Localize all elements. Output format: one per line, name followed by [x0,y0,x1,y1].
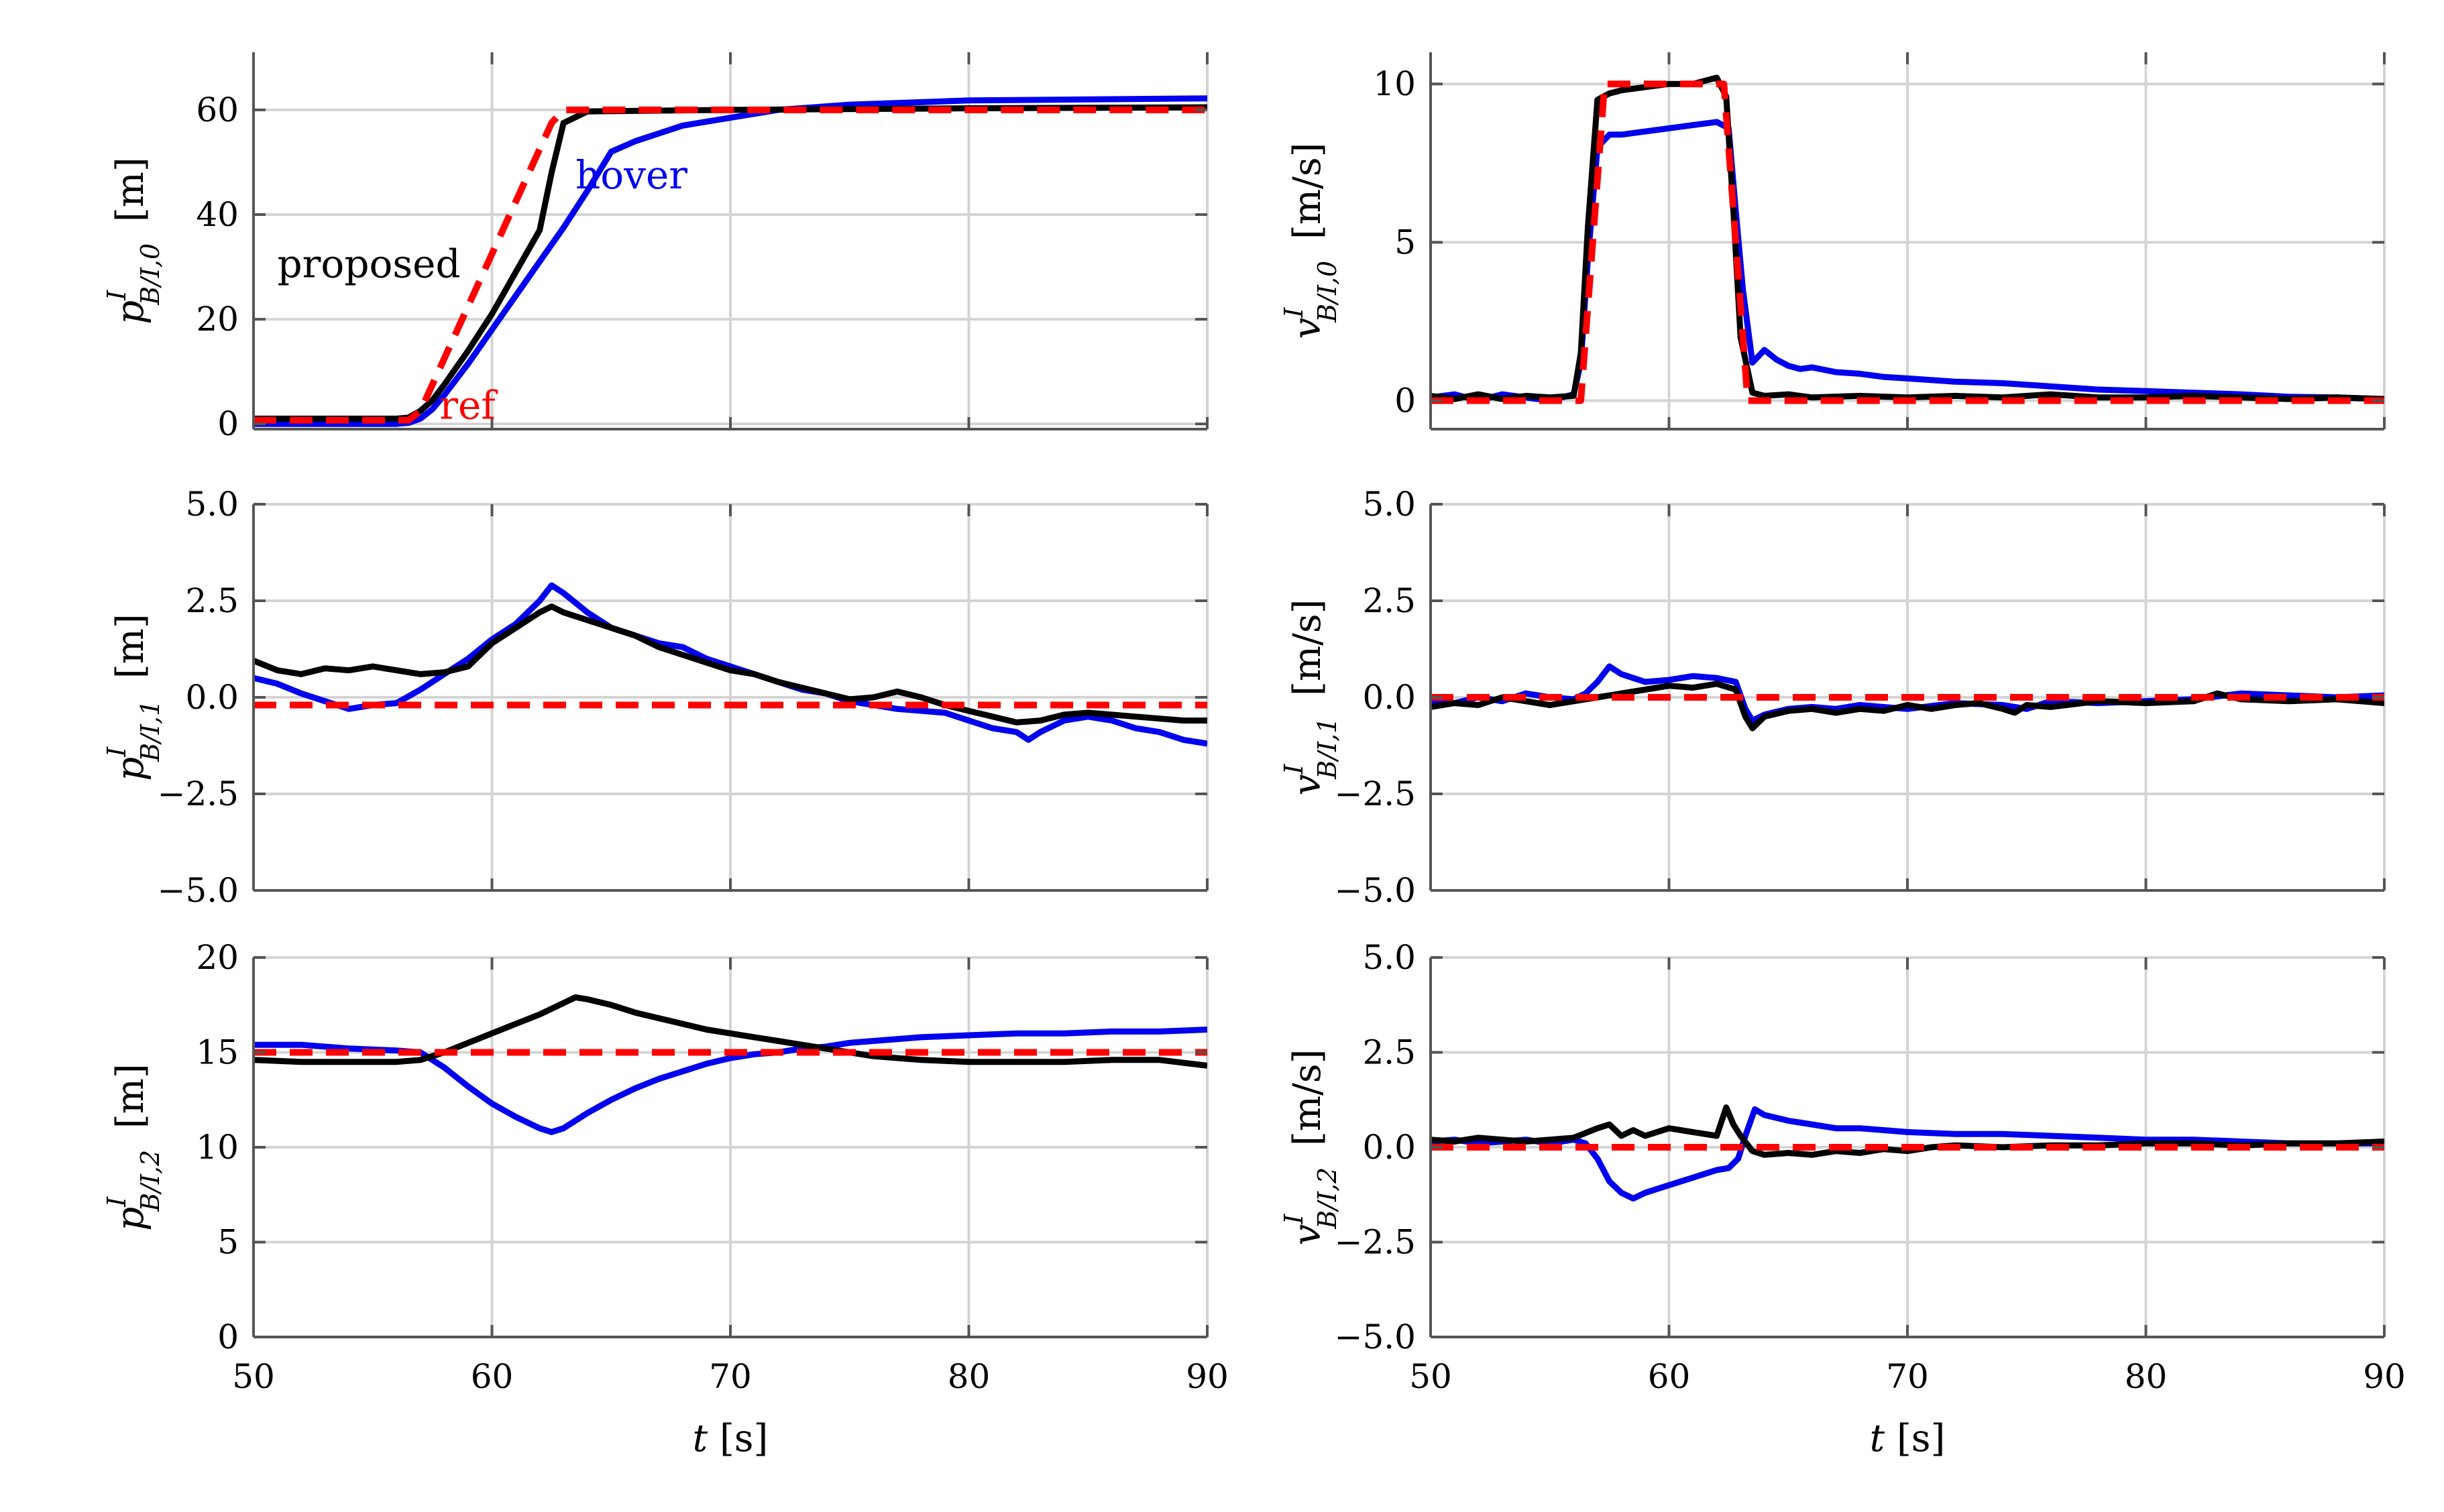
y-tick-label: 20 [196,938,239,977]
y-axis-title: pI B/I,1 [m] [102,614,165,780]
y-tick-label: 5.0 [1362,938,1416,977]
y-tick-label: −5.0 [1335,871,1416,910]
y-axis-title: vI B/I,2 [m/s] [1279,1049,1342,1246]
x-tick-label: 50 [232,1357,275,1396]
y-tick-label: 0 [217,404,239,443]
y-tick-label: 5.0 [1362,485,1416,524]
y-tick-label: 0 [1394,381,1416,420]
y-tick-label: 2.5 [185,581,239,620]
panel-vel2: −5.0 −2.5 0.0 2.5 5.0 50 60 70 80 90 vI B/I,2 [m/s]… [1279,938,2406,1460]
y-tick-label: 40 [196,195,239,234]
series-group [1431,663,2384,732]
y-axis-title: pI B/I,0 [m] [102,157,165,324]
series-hover-line [254,582,1207,747]
annotation-ref: ref [439,382,498,428]
y-tick-label: 0.0 [185,678,239,717]
series-group [254,994,1207,1135]
y-tick-label: 2.5 [1362,1033,1416,1072]
y-tick-label: −5.0 [1335,1318,1416,1356]
series-group [254,95,1207,427]
panel-pos1: −5.0 −2.5 0.0 2.5 5.0 pI B/I,1 [m] [102,485,1209,910]
series-group [1431,1104,2384,1202]
x-tick-label: 70 [1886,1357,1929,1396]
y-tick-label: 60 [196,91,239,129]
series-ref-line [1431,80,2384,404]
y-axis-title: pI B/I,2 [m] [102,1063,165,1230]
x-tick-label: 80 [2125,1357,2168,1396]
y-tick-label: −2.5 [158,774,239,813]
series-group [254,582,1207,747]
series-ref-line [254,106,1207,424]
x-tick-label: 80 [948,1357,991,1396]
panel-vel0: 0 5 10 vI B/I,0 [m/s] [1279,52,2386,430]
y-tick-label: 0.0 [1362,678,1416,717]
y-axis-title: vI B/I,0 [m/s] [1279,143,1342,339]
series-proposed-line [254,603,1207,725]
y-tick-label: −2.5 [1335,774,1416,813]
x-tick-label: 70 [709,1357,752,1396]
y-tick-label: 5 [217,1223,239,1262]
x-axis-title: t [s] [1870,1417,1946,1460]
panel-pos2: 0 5 10 15 20 50 60 70 80 90 pI B/I,2 [m] t [s] [102,938,1229,1460]
x-tick-label: 90 [1186,1357,1229,1396]
y-tick-label: 10 [1373,64,1416,103]
panel-vel1: −5.0 −2.5 0.0 2.5 5.0 vI B/I,1 [m/s] [1279,485,2386,910]
x-tick-label: 60 [471,1357,514,1396]
x-tick-label: 60 [1648,1357,1691,1396]
x-tick-label: 90 [2363,1357,2406,1396]
y-tick-label: −2.5 [1335,1223,1416,1262]
y-tick-label: 5 [1394,223,1416,261]
x-tick-label: 50 [1409,1357,1452,1396]
annotation-hover: hover [575,152,687,198]
y-tick-label: −5.0 [158,871,239,910]
annotation-proposed: proposed [278,241,461,287]
y-tick-label: 15 [196,1033,239,1072]
y-tick-label: 20 [196,300,239,339]
y-tick-label: 0.0 [1362,1128,1416,1167]
y-axis-title: vI B/I,1 [m/s] [1279,599,1342,796]
y-tick-label: 5.0 [185,485,239,524]
y-tick-label: 2.5 [1362,581,1416,620]
y-tick-label: 10 [196,1128,239,1167]
x-axis-title: t [s] [693,1417,769,1460]
y-tick-label: 0 [217,1318,239,1356]
panel-pos0: 0 20 40 60 pI B/I,0 [m] proposed hover ref [102,52,1209,443]
series-hover-line [254,1027,1207,1135]
series-group [1431,74,2384,404]
